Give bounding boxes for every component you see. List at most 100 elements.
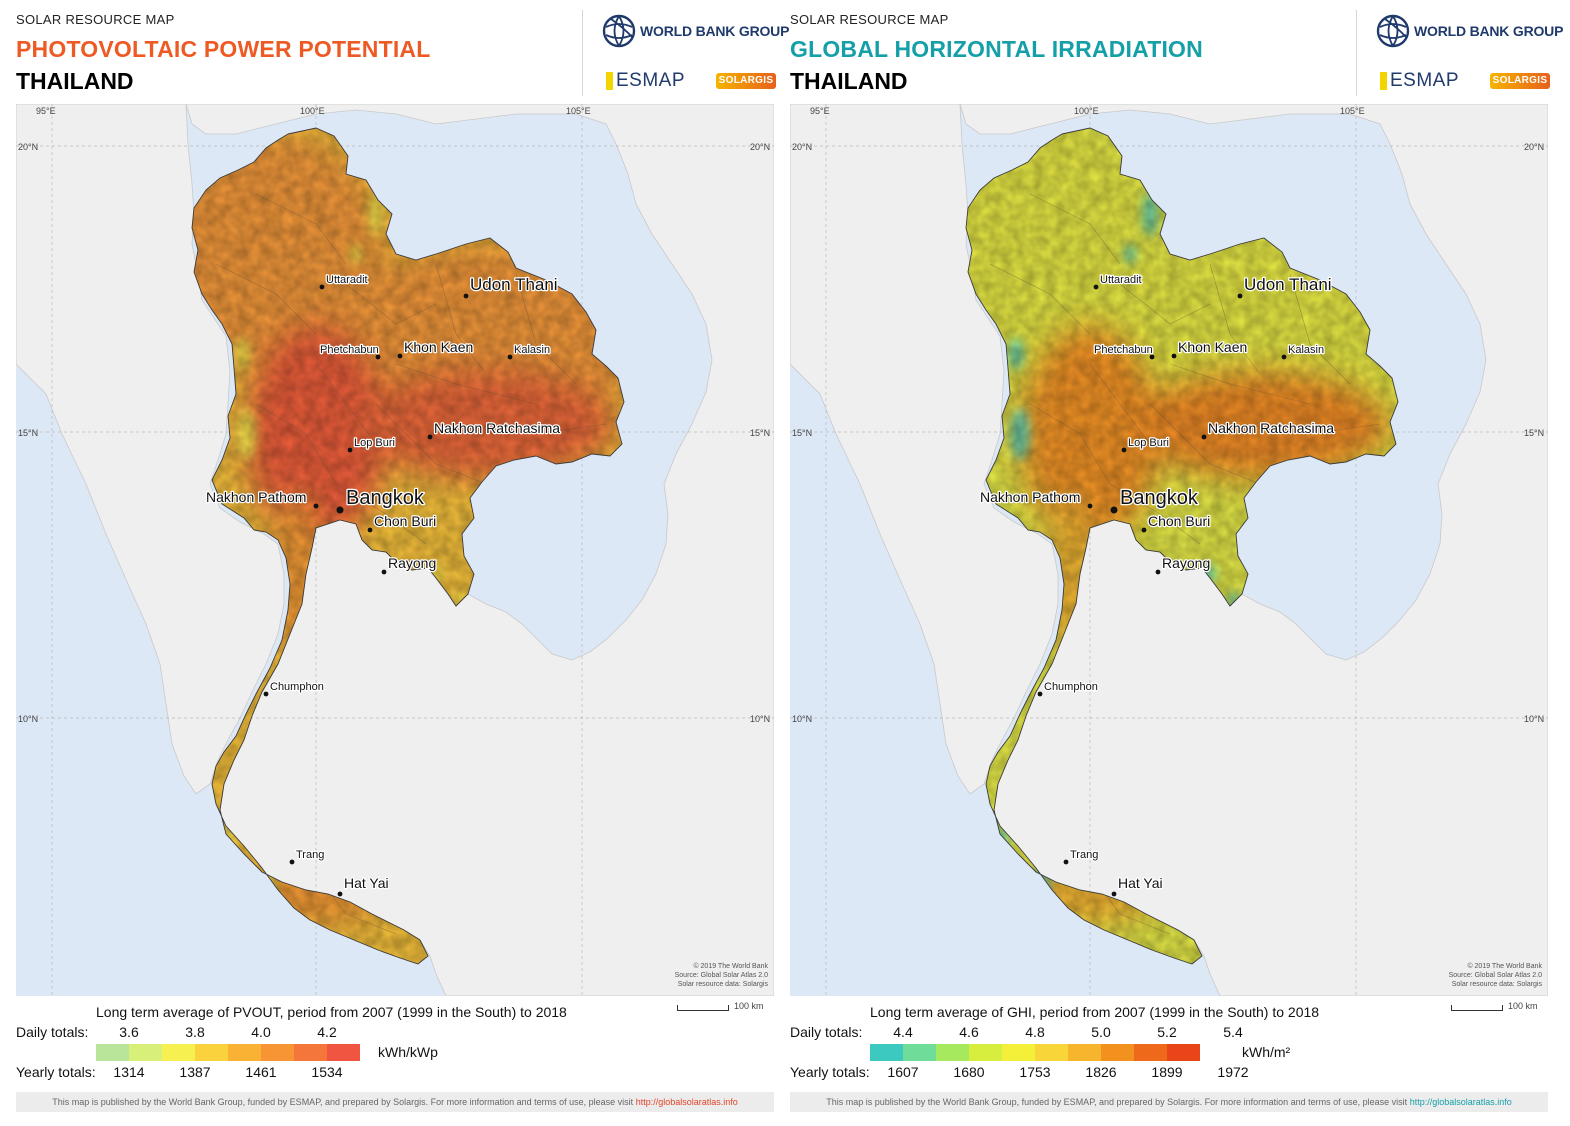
scale-label: 100 km — [1508, 1001, 1538, 1011]
esmap-mark — [1380, 72, 1387, 90]
yearly-tick-label: 1461 — [245, 1064, 277, 1080]
latitude-label: 10°N — [1524, 714, 1544, 724]
pvout-map: 95°E 100°E 105°E 20°N 20°N 15°N 15°N 10°N 10°N Ut… — [16, 104, 774, 996]
daily-tick-label: 4.0 — [251, 1024, 271, 1040]
scale-label: 100 km — [734, 1001, 764, 1011]
esmap-logo: ESMAP — [606, 70, 685, 92]
city-marker — [1149, 354, 1155, 360]
longitude-label: 95°E — [36, 106, 56, 116]
legend-caption: Long term average of PVOUT, period from … — [96, 1004, 567, 1020]
city-label: Phetchabun — [1094, 344, 1153, 356]
map-attribution: © 2019 The World Bank — [1467, 962, 1542, 970]
atlas-link[interactable]: http://globalsolaratlas.info — [635, 1097, 738, 1107]
legend-swatch — [1134, 1044, 1167, 1061]
city-label: Rayong — [1162, 555, 1210, 571]
legend-swatch — [969, 1044, 1002, 1061]
latitude-label: 15°N — [750, 428, 770, 438]
city-marker — [1201, 434, 1207, 440]
city-label: Nakhon Pathom — [206, 489, 306, 505]
yearly-tick-label: 1534 — [311, 1064, 343, 1080]
city-label: Udon Thani — [470, 275, 558, 294]
daily-tick-label: 4.6 — [959, 1024, 979, 1040]
yearly-tick-label: 1607 — [887, 1064, 919, 1080]
latitude-label: 15°N — [1524, 428, 1544, 438]
legend-swatch — [195, 1044, 228, 1061]
daily-tick-label: 4.4 — [893, 1024, 913, 1040]
city-marker — [337, 891, 343, 897]
city-label: Udon Thani — [1244, 275, 1332, 294]
city-marker — [375, 354, 381, 360]
globe-icon — [1376, 14, 1410, 48]
city-label: Rayong — [388, 555, 436, 571]
lake — [1399, 277, 1461, 391]
city-marker — [1093, 284, 1099, 290]
longitude-label: 100°E — [1074, 106, 1099, 116]
city-marker — [1281, 354, 1287, 360]
city-marker — [1110, 506, 1118, 514]
city-marker — [263, 691, 269, 697]
map-attribution: Source: Global Solar Atlas 2.0 — [1449, 972, 1542, 979]
daily-tick-label: 4.2 — [317, 1024, 337, 1040]
daily-totals-label: Daily totals: — [790, 1024, 863, 1040]
latitude-label: 20°N — [750, 142, 770, 152]
yearly-tick-label: 1680 — [953, 1064, 985, 1080]
graticule — [790, 104, 1548, 996]
globe-icon — [602, 14, 636, 48]
footer-text: This map is published by the World Bank … — [52, 1097, 636, 1107]
city-marker — [1037, 691, 1043, 697]
map-attribution: Solar resource data: Solargis — [1452, 981, 1543, 988]
city-label: Phetchabun — [320, 344, 379, 356]
legend-swatch — [936, 1044, 969, 1061]
city-marker — [336, 506, 344, 514]
map-canvas: 95°E 100°E 105°E 20°N 20°N 15°N 15°N 10°N 10°N Ut… — [790, 104, 1548, 996]
daily-tick-label: 3.8 — [185, 1024, 205, 1040]
city-label: Chumphon — [270, 681, 324, 693]
legend-swatch — [96, 1044, 129, 1061]
city-label: Bangkok — [1120, 487, 1199, 509]
yearly-tick-label: 1899 — [1151, 1064, 1183, 1080]
city-label: Kalasin — [514, 344, 550, 356]
footer-text: This map is published by the World Bank … — [826, 1097, 1410, 1107]
city-label: Kalasin — [1288, 344, 1324, 356]
city-marker — [427, 434, 433, 440]
legend-swatch — [327, 1044, 360, 1061]
daily-totals-label: Daily totals: — [16, 1024, 89, 1040]
latitude-label: 20°N — [792, 142, 812, 152]
solargis-logo: SOLARGIS — [1490, 73, 1550, 89]
legend-swatch — [162, 1044, 195, 1061]
map-attribution: Source: Global Solar Atlas 2.0 — [675, 972, 768, 979]
city-marker — [1171, 353, 1177, 359]
esmap-logo: ESMAP — [1380, 70, 1459, 92]
city-marker — [1155, 569, 1161, 575]
world-bank-logo: WORLD BANK GROUP — [602, 14, 789, 48]
city-label: Uttaradit — [326, 274, 368, 286]
city-marker — [1087, 503, 1093, 509]
city-label: Hat Yai — [1118, 875, 1163, 891]
header-divider — [582, 10, 583, 96]
legend-color-scale — [870, 1044, 1200, 1061]
longitude-label: 105°E — [1340, 106, 1365, 116]
legend-swatch — [903, 1044, 936, 1061]
scale-bar — [1451, 1005, 1503, 1011]
legend-swatch — [294, 1044, 327, 1061]
thailand-border — [191, 127, 625, 965]
city-marker — [1121, 447, 1127, 453]
city-label: Trang — [296, 849, 324, 861]
longitude-label: 95°E — [810, 106, 830, 116]
yearly-tick-label: 1972 — [1217, 1064, 1249, 1080]
map-attribution: © 2019 The World Bank — [693, 962, 768, 970]
lake — [625, 277, 687, 391]
esmap-text: ESMAP — [1390, 70, 1460, 91]
yearly-tick-label: 1753 — [1019, 1064, 1051, 1080]
atlas-link[interactable]: http://globalsolaratlas.info — [1409, 1097, 1512, 1107]
city-marker — [507, 354, 513, 360]
latitude-label: 15°N — [792, 428, 812, 438]
map-attribution: Solar resource data: Solargis — [678, 981, 769, 988]
country-name: THAILAND — [16, 68, 134, 94]
solargis-logo: SOLARGIS — [716, 73, 776, 89]
legend-swatch — [1068, 1044, 1101, 1061]
world-bank-text: WORLD BANK GROUP — [640, 23, 790, 39]
thailand-border — [965, 127, 1399, 965]
city-marker — [347, 447, 353, 453]
esmap-mark — [606, 72, 613, 90]
